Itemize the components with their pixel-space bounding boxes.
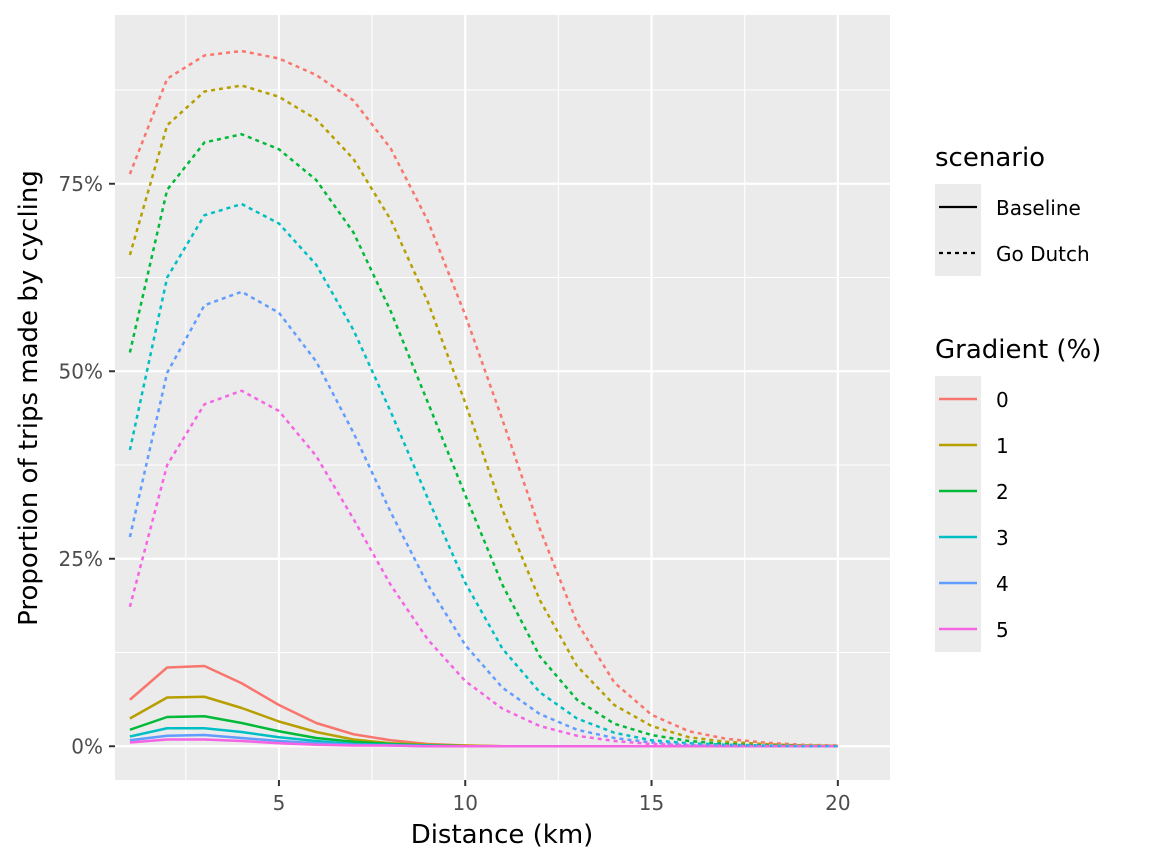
y-tick-label: 50% [59, 359, 103, 383]
legend-label-gradient-0: 0 [996, 388, 1009, 412]
x-axis: 5 10 15 20 [273, 780, 851, 815]
x-tick-label: 5 [273, 791, 286, 815]
x-axis-title: Distance (km) [411, 820, 594, 850]
legend-label-go-dutch: Go Dutch [996, 242, 1090, 266]
gradient-legend-title: Gradient (%) [935, 335, 1101, 365]
major-gridlines [115, 15, 890, 780]
x-tick-label: 15 [639, 791, 664, 815]
series-line-go-dutch-gradient-2 [128, 133, 838, 748]
scenario-legend: scenario Baseline Go Dutch [935, 143, 1090, 276]
series-line-go-dutch-gradient-4 [128, 290, 838, 748]
gradient-legend-keys-background [935, 376, 981, 652]
series-line-go-dutch-gradient-5 [128, 389, 838, 748]
x-tick-label: 10 [453, 791, 478, 815]
legend-label-baseline: Baseline [996, 196, 1081, 220]
y-tick-label: 0% [71, 734, 103, 758]
legend-label-gradient-2: 2 [996, 480, 1009, 504]
legend-label-gradient-4: 4 [996, 572, 1009, 596]
scenario-legend-title: scenario [935, 143, 1045, 173]
legend-label-gradient-5: 5 [996, 618, 1009, 642]
series-line-go-dutch-gradient-1 [128, 84, 838, 748]
legend-label-gradient-3: 3 [996, 526, 1009, 550]
scenario-legend-keys-background [935, 184, 981, 276]
x-tick-label: 20 [825, 791, 850, 815]
y-axis: 0% 25% 50% 75% [59, 172, 115, 758]
y-tick-label: 75% [59, 172, 103, 196]
minor-gridlines [115, 15, 890, 780]
y-axis-title: Proportion of trips made by cycling [14, 170, 44, 626]
y-tick-label: 25% [59, 547, 103, 571]
series-lines [128, 49, 838, 748]
gradient-legend: Gradient (%) 0 1 2 3 4 5 [935, 335, 1101, 652]
legend-label-gradient-1: 1 [996, 434, 1009, 458]
plot-panel [115, 15, 890, 780]
